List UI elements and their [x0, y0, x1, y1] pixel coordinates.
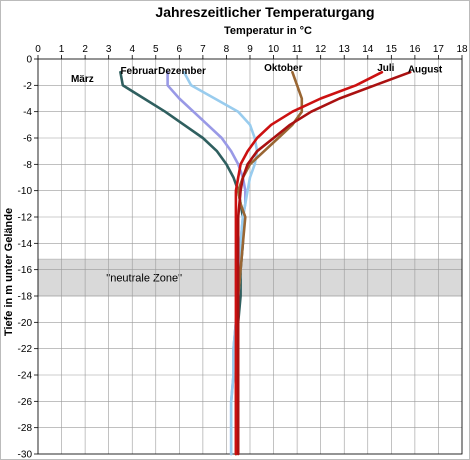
chart-title: Jahreszeitlicher Temperaturgang [155, 4, 374, 20]
x-tick-label: 2 [82, 44, 88, 55]
y-tick-label: -14 [18, 239, 33, 250]
series-label-maerz: März [71, 74, 94, 85]
x-axis-title: Temperatur in °C [224, 25, 312, 37]
series-label-august: August [408, 65, 443, 76]
series-line-juli [234, 70, 384, 456]
y-tick-label: -18 [18, 292, 33, 303]
x-tick-label: 16 [409, 44, 421, 55]
x-tick-label: 18 [456, 44, 468, 55]
series-line-august [236, 70, 412, 456]
x-tick-label: 17 [433, 44, 445, 55]
y-tick-label: -22 [18, 344, 33, 355]
series-label-oktober: Oktober [264, 63, 302, 74]
y-tick-label: -8 [23, 160, 32, 171]
x-tick-label: 4 [129, 44, 135, 55]
series-label-layer: März Februar Dezember Oktober Juli August [71, 63, 443, 85]
series-label-dezember: Dezember [158, 66, 206, 77]
y-tick-label: -20 [18, 318, 33, 329]
y-tick-label: -28 [18, 423, 33, 434]
y-axis-title: Tiefe in m unter Gelände [3, 208, 15, 336]
x-tick-label: 10 [268, 44, 280, 55]
x-tick-label: 12 [315, 44, 327, 55]
y-tick-label: -30 [18, 450, 33, 460]
series-line-dezember [182, 70, 259, 456]
y-tick-label: -12 [18, 213, 33, 224]
x-tick-label: 7 [200, 44, 206, 55]
x-tick-label: 14 [362, 44, 374, 55]
series-layer [119, 70, 412, 456]
neutral-zone-label: "neutrale Zone" [106, 273, 182, 285]
x-tick-label: 5 [153, 44, 159, 55]
x-tick-label: 13 [339, 44, 351, 55]
x-tick-label: 6 [177, 44, 183, 55]
series-label-juli: Juli [377, 63, 394, 74]
x-tick-label: 1 [59, 44, 65, 55]
y-tick-label: -24 [18, 371, 33, 382]
axis-layer: 0 1 2 3 4 5 6 7 8 9 10 11 12 13 14 15 16 17 180-2-4-6-8-10… [18, 44, 468, 460]
y-tick-label: -4 [23, 107, 32, 118]
y-tick-label: -26 [18, 397, 33, 408]
x-tick-label: 11 [292, 44, 303, 55]
series-label-februar: Februar [120, 66, 157, 77]
y-tick-label: -2 [23, 81, 32, 92]
y-tick-label: -6 [23, 134, 32, 145]
y-tick-label: 0 [26, 55, 32, 66]
x-tick-label: 15 [386, 44, 398, 55]
x-tick-label: 3 [106, 44, 112, 55]
x-tick-label: 9 [247, 44, 253, 55]
x-tick-label: 0 [35, 44, 41, 55]
y-tick-label: -16 [18, 265, 33, 276]
x-tick-label: 8 [224, 44, 230, 55]
y-tick-label: -10 [18, 186, 33, 197]
